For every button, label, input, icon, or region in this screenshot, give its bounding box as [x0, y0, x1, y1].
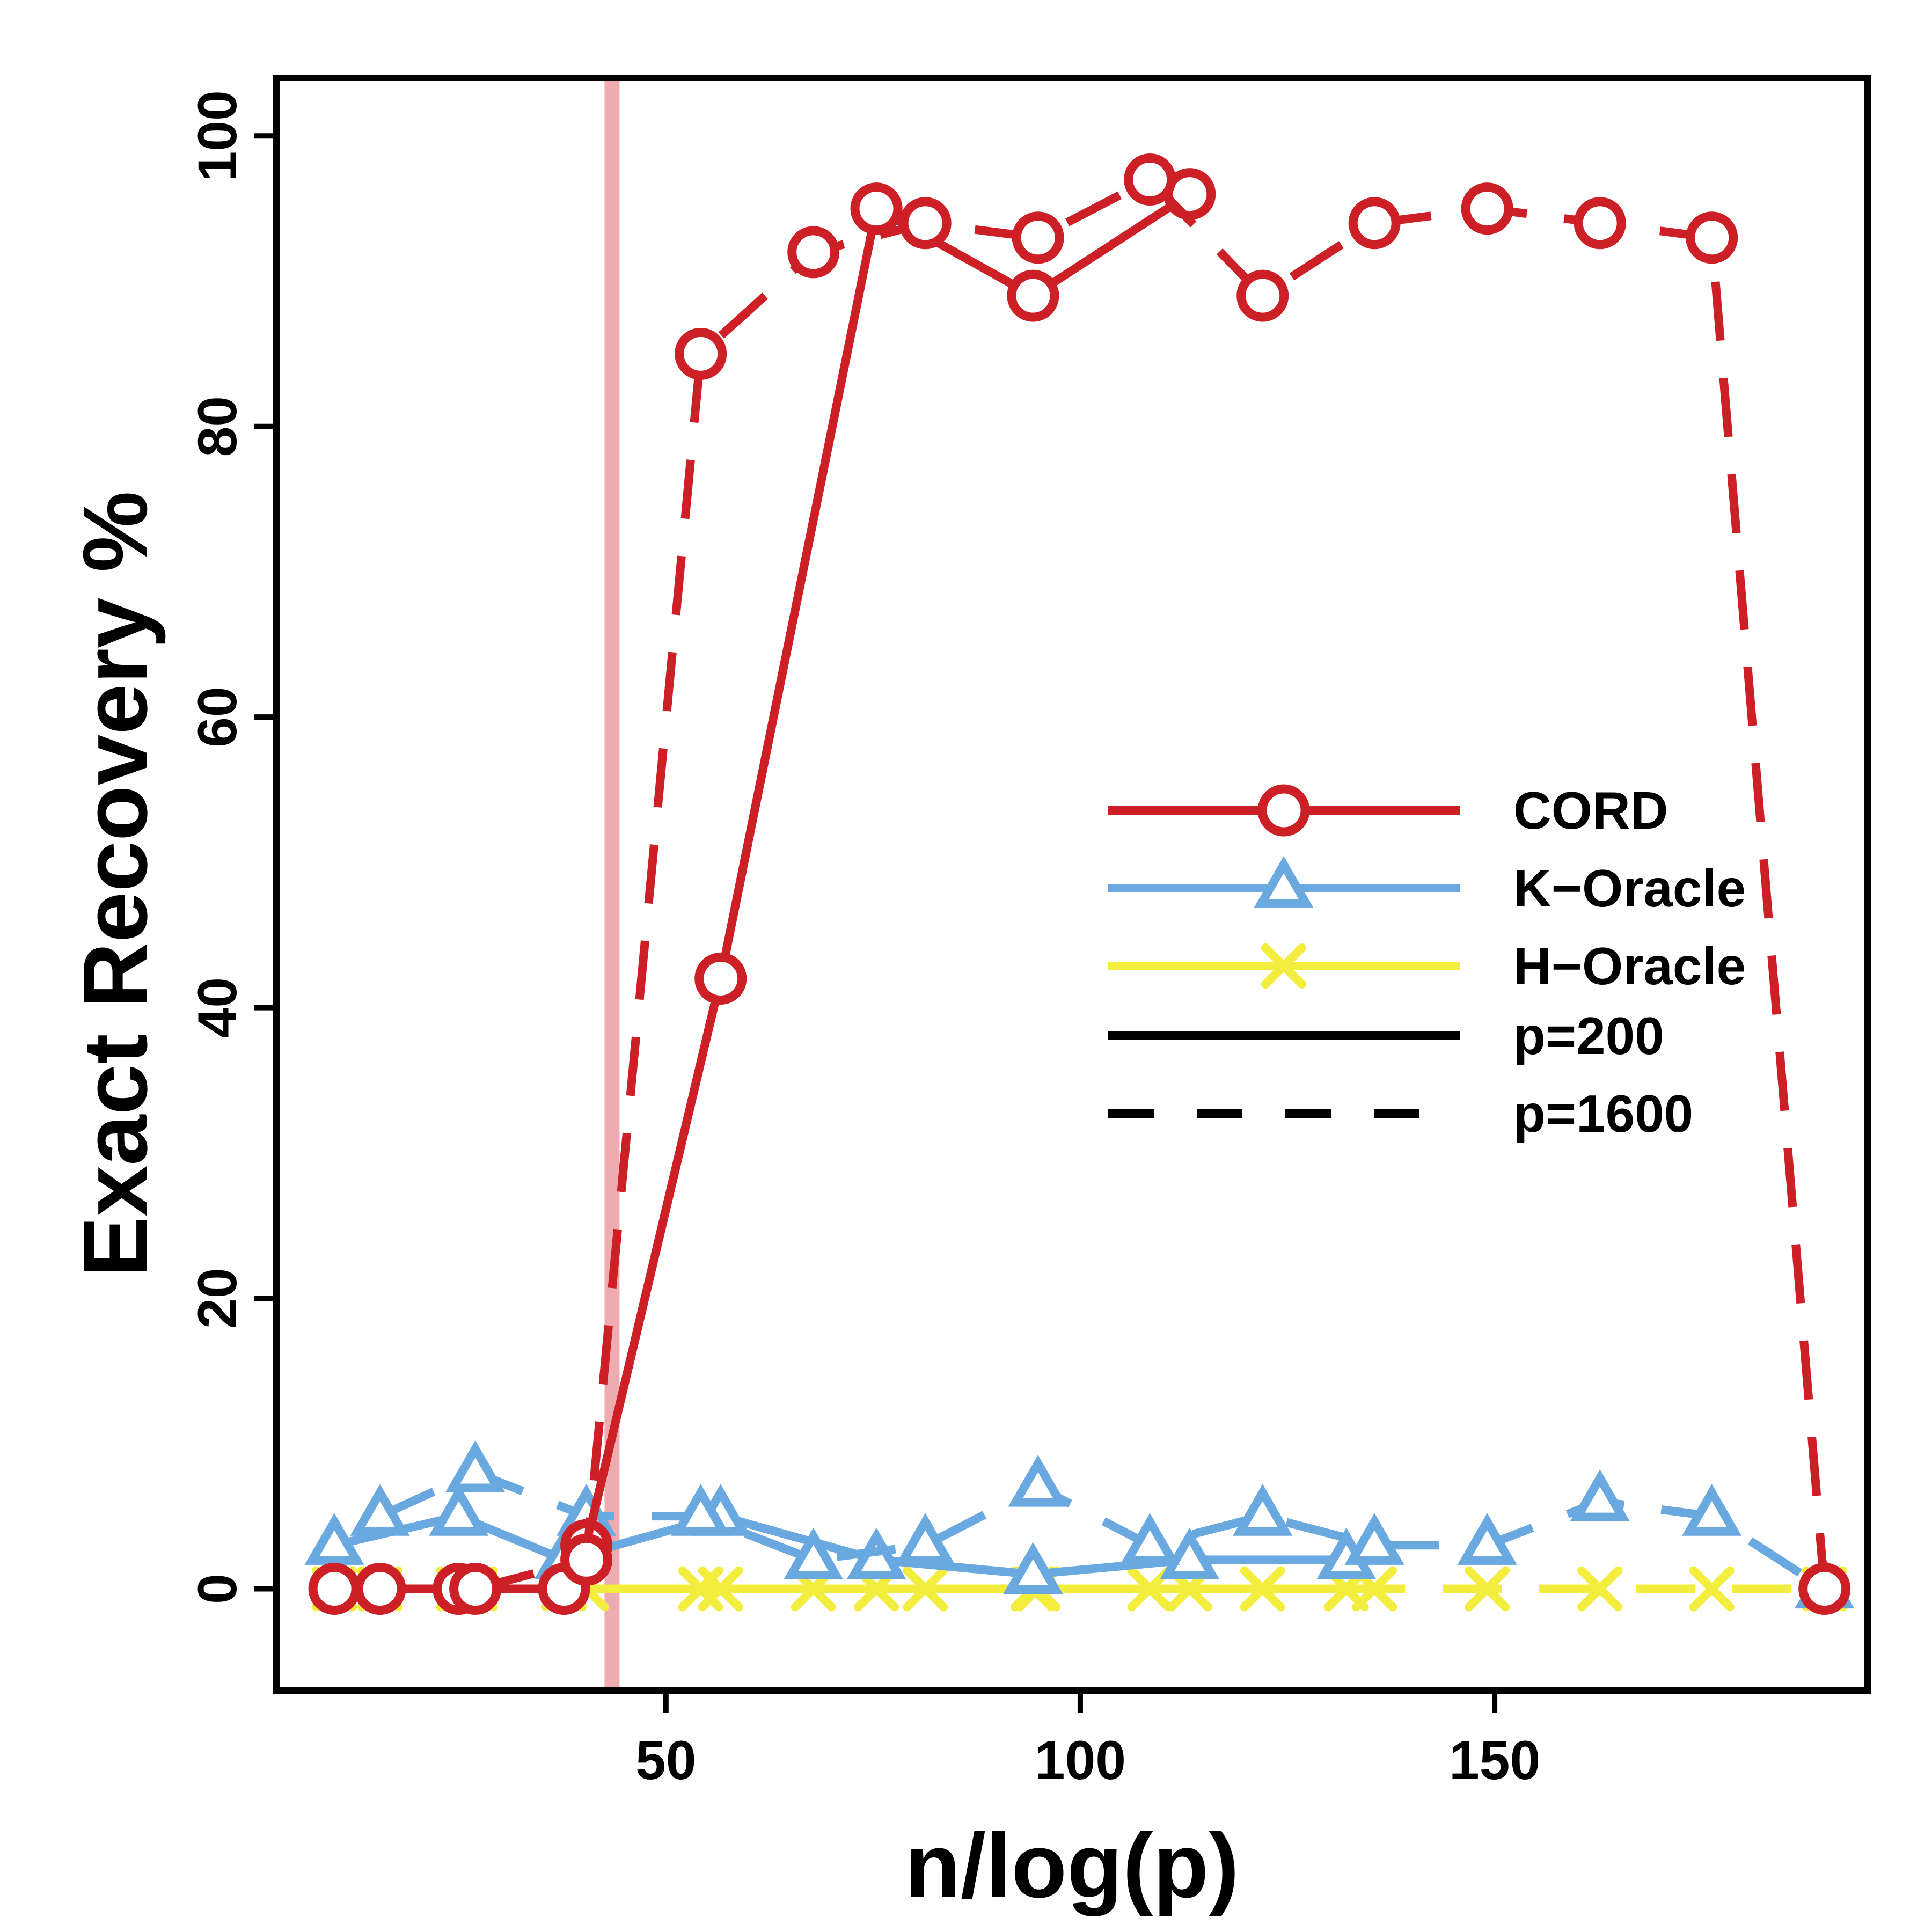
x-tick-label: 150	[1449, 1730, 1540, 1791]
y-tick-label: 40	[187, 977, 248, 1038]
data-point	[787, 226, 840, 279]
legend-item: K−Oracle	[1108, 855, 1746, 918]
data-point	[899, 197, 952, 250]
legend-item: H−Oracle	[1108, 936, 1746, 996]
data-point	[1686, 211, 1738, 264]
data-point	[675, 327, 727, 380]
data-point	[429, 1484, 489, 1536]
data-point	[895, 1513, 955, 1565]
data-point	[1124, 153, 1176, 206]
y-tick-label: 100	[187, 90, 248, 181]
data-point	[678, 1566, 723, 1612]
data-point	[1240, 1566, 1285, 1612]
legend-item: p=200	[1108, 1006, 1664, 1065]
data-point	[1457, 1513, 1517, 1565]
series-line	[334, 190, 1192, 1593]
x-tick-label: 100	[1035, 1730, 1126, 1791]
y-tick-label: 80	[187, 396, 248, 457]
data-point	[350, 1484, 410, 1536]
data-point	[903, 1566, 948, 1612]
y-tick-label: 20	[187, 1268, 248, 1328]
data-point	[1003, 1542, 1063, 1594]
data-point	[1344, 1513, 1404, 1565]
data-point	[1120, 1513, 1180, 1565]
legend: CORD K−Oracle H−Oracle p=200 p=1600	[1108, 781, 1746, 1143]
data-point	[1465, 1566, 1510, 1612]
data-point	[1689, 1566, 1735, 1612]
data-point	[671, 1484, 731, 1536]
data-point	[1348, 197, 1401, 250]
data-point	[1008, 1454, 1068, 1507]
data-point	[1236, 269, 1289, 322]
data-point	[1012, 211, 1064, 264]
data-point	[1682, 1484, 1742, 1536]
plot-frame	[273, 75, 1871, 1694]
data-point	[308, 1562, 361, 1615]
y-axis-label: Exact Recovery %	[64, 491, 166, 1277]
legend-label: p=1600	[1513, 1084, 1693, 1143]
data-point	[1160, 1527, 1220, 1579]
ticks-layer: 50 100 150 0 20 40 60 80 100	[187, 90, 1540, 1791]
y-tick-label: 60	[187, 686, 248, 747]
data-point	[784, 1527, 844, 1579]
series-cord-p200	[308, 168, 1216, 1615]
legend-item: CORD	[1108, 781, 1668, 840]
legend-label: p=200	[1513, 1006, 1664, 1065]
data-point	[1007, 269, 1059, 322]
data-point	[445, 1440, 506, 1492]
legend-marker	[1257, 784, 1310, 837]
data-point	[1570, 1469, 1630, 1521]
x-tick-label: 50	[635, 1730, 696, 1791]
series-cord-p1600	[354, 153, 1851, 1615]
data-point	[694, 952, 747, 1005]
data-point	[354, 1562, 406, 1615]
legend-label: CORD	[1513, 781, 1668, 840]
data-point	[304, 1513, 364, 1565]
data-point	[1233, 1484, 1293, 1536]
legend-marker	[1261, 943, 1306, 989]
data-point	[1798, 1562, 1851, 1615]
data-point	[850, 182, 903, 235]
data-point	[449, 1562, 502, 1615]
data-point	[1577, 1566, 1623, 1612]
data-point	[560, 1533, 613, 1586]
legend-label: K−Oracle	[1513, 859, 1746, 918]
legend-item: p=1600	[1108, 1084, 1693, 1143]
y-tick-label: 0	[187, 1574, 248, 1604]
x-axis-label: n/log(p)	[905, 1815, 1239, 1917]
legend-marker	[1254, 855, 1314, 908]
series-layer	[304, 153, 1855, 1615]
data-point	[1574, 197, 1626, 250]
data-point	[1461, 182, 1513, 235]
legend-label: H−Oracle	[1513, 936, 1746, 996]
